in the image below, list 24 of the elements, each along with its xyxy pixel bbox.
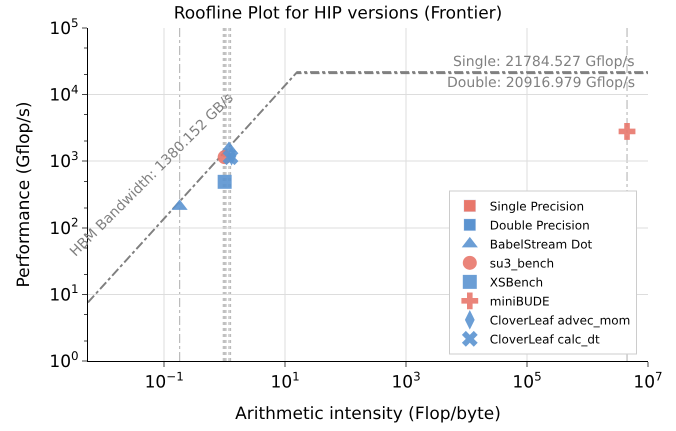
legend-label: CloverLeaf calc_dt — [490, 332, 600, 347]
y-tick-label: 10$^{4}$ — [49, 82, 79, 106]
legend-label: BabelStream Dot — [490, 238, 593, 252]
y-tick-label: 10$^{3}$ — [49, 149, 79, 172]
x-tick-label: 10$^{−1}$ — [144, 369, 184, 392]
legend-label: Single Precision — [490, 200, 584, 214]
y-tick-label: 10$^{2}$ — [49, 216, 79, 239]
legend-label: su3_bench — [490, 256, 554, 271]
annotation: Single: 21784.527 Gflop/s — [453, 54, 634, 70]
x-tick-label: 10$^{3}$ — [391, 369, 421, 392]
annotation: Double: 20916.979 Gflop/s — [447, 75, 636, 91]
chart-title: Roofline Plot for HIP versions (Frontier) — [174, 3, 502, 24]
legend-label: CloverLeaf advec_mom — [490, 314, 630, 328]
y-tick-label: 10$^{1}$ — [49, 282, 79, 306]
x-tick-label: 10$^{1}$ — [270, 369, 300, 392]
legend-label: Double Precision — [490, 218, 590, 233]
legend-label: XSBench — [490, 276, 544, 290]
y-tick-label: 10$^{0}$ — [49, 348, 79, 372]
x-tick-label: 10$^{7}$ — [633, 369, 663, 392]
x-axis-title: Arithmetic intensity (Flop/byte) — [235, 404, 501, 424]
y-axis-title: Performance (Gflop/s) — [14, 101, 34, 288]
x-tick-label: 10$^{5}$ — [512, 369, 542, 392]
legend-label: miniBUDE — [490, 294, 550, 309]
y-tick-label: 10$^{5}$ — [49, 16, 79, 39]
